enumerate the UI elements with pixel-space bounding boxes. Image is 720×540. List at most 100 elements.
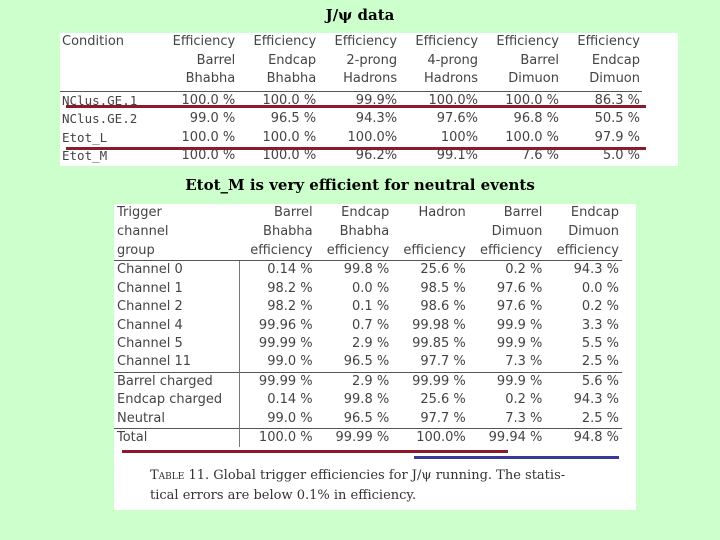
channel-efficiency-table: Trigger Barrel Endcap Hadron Barrel Endcap cha… — [114, 204, 622, 448]
table-cell: 97.7 % — [420, 410, 466, 426]
table-cell: 100.0 % — [181, 129, 236, 145]
column-header-4-line-1: 4-prong — [427, 52, 479, 68]
table-row: Neutral 99.0 % 96.5 % 97.7 % 7.3 % 2.5 % — [114, 409, 622, 429]
table-cell: 0.7 % — [352, 317, 390, 333]
table-cell: 99.99 % — [392, 371, 469, 392]
row-label: Etot_L — [62, 129, 108, 145]
table-cell: 94.3% — [355, 111, 398, 126]
column-header-0-line-0: Condition — [62, 34, 125, 49]
table-row: NClus.GE.2 99.0 % 96.5 % 94.3% 97.6% 96.8 % 50… — [60, 110, 642, 129]
table-cell: 96.5 % — [270, 111, 317, 126]
table-row: Channel 4 99.96 % 0.7 % 99.98 % 99.9 % 3.3 % — [114, 316, 622, 336]
table-cell: 0.1 % — [352, 299, 390, 315]
trigger-conditions-table-panel: Condition Efficiency Efficiency Efficiency E… — [60, 33, 678, 166]
table-cell: 0.0 % — [352, 280, 390, 296]
table-cell: 99.9 % — [496, 336, 543, 352]
table-cell: 96.2% — [355, 148, 398, 163]
row-label: Channel 4 — [114, 316, 240, 336]
table-cell: 98.2 % — [267, 299, 313, 315]
table-cell: 5.0 % — [602, 148, 640, 163]
trigger-conditions-table: Condition Efficiency Efficiency Efficiency E… — [60, 33, 642, 166]
table-cell: 99.9 % — [468, 371, 546, 392]
column-header-0-line-2: group — [114, 241, 240, 262]
table-cell: 99.98 % — [412, 317, 466, 333]
table-cell: 0.14 % — [267, 392, 313, 408]
column-header-3-line-1 — [392, 223, 469, 242]
column-header-6-line-1: Endcap — [591, 52, 640, 68]
column-header-6-line-2: Dimuon — [560, 70, 642, 92]
row-label: NClus.GE.1 — [62, 92, 138, 108]
table-cell: 100.0 % — [505, 92, 559, 108]
column-header-4-line-0: Barrel — [503, 205, 543, 220]
table-cell: 98.6 % — [420, 299, 466, 315]
table-cell: 25.6 % — [420, 262, 466, 278]
table-cell: 99.85 % — [412, 336, 466, 352]
table-cell: 0.2 % — [581, 299, 619, 315]
table-cell: 94.8 % — [545, 428, 622, 448]
table-row: Channel 11 99.0 % 96.5 % 97.7 % 7.3 % 2.5 % — [114, 353, 622, 373]
table-cell: 96.5 % — [343, 354, 390, 370]
row-label: Neutral — [114, 409, 240, 429]
table-cell: 99.9% — [355, 92, 398, 108]
table-cell: 96.8 % — [513, 111, 559, 126]
table-cell: 99.99 % — [258, 336, 313, 352]
column-header-3-line-2: Hadrons — [318, 70, 400, 92]
table-cell: 7.3 % — [505, 354, 543, 370]
column-header-2-line-1: Bhabha — [339, 223, 390, 239]
column-header-1-line-1: Bhabha — [263, 223, 313, 239]
table-cell: 100.0% — [392, 428, 469, 448]
row-label: Channel 2 — [114, 298, 240, 317]
table-row: Etot_M 100.0 % 100.0 % 96.2% 99.1% 7.6 % 5.0 % — [60, 147, 642, 166]
column-header-4-line-2: Hadrons — [399, 70, 481, 92]
table-cell: 94.3 % — [573, 262, 619, 278]
column-header-1-line-1: Barrel — [196, 52, 236, 68]
highlight-underline-total-blue — [414, 456, 619, 459]
table-cell: 100.0 % — [262, 129, 317, 145]
table-cell: 7.6 % — [521, 148, 559, 163]
row-label: Channel 1 — [114, 279, 240, 299]
table-cell: 98.5 % — [420, 280, 466, 296]
table-cell: 94.3 % — [573, 392, 619, 408]
table-cell: 99.8 % — [343, 392, 390, 408]
column-header-4-line-0: Efficiency — [415, 34, 479, 49]
row-label: Channel 11 — [114, 353, 240, 373]
table-cell: 99.1% — [436, 148, 479, 163]
table-cell: 2.9 % — [315, 371, 393, 392]
slide-note: Etot_M is very efficient for neutral eve… — [185, 176, 535, 194]
table-row: Total 100.0 % 99.99 % 100.0% 99.94 % 94.8 % — [114, 428, 622, 448]
table-cell: 0.0 % — [581, 280, 619, 296]
row-label: Endcap charged — [114, 391, 240, 410]
row-label: Total — [114, 428, 240, 448]
table-cell: 99.9 % — [496, 317, 543, 333]
column-header-3-line-0: Efficiency — [334, 34, 398, 49]
table-cell: 97.6 % — [496, 280, 543, 296]
table-row: NClus.GE.1 100.0 % 100.0 % 99.9% 100.0% 100.0… — [60, 91, 642, 110]
column-header-1-line-2: Bhabha — [156, 70, 238, 92]
table-cell: 5.5 % — [581, 336, 619, 352]
table-cell: 97.6% — [436, 111, 479, 126]
column-header-3-line-0: Hadron — [418, 205, 466, 220]
caption-line1: Global trigger efficiencies for J/ψ runn… — [213, 468, 566, 483]
table-cell: 2.5 % — [581, 354, 619, 370]
column-header-5-line-0: Endcap — [570, 205, 619, 220]
column-header-5-line-0: Efficiency — [496, 34, 559, 49]
row-label: Etot_M — [62, 148, 108, 163]
table-cell: 100.0 % — [262, 92, 317, 108]
table-cell: 97.6 % — [496, 299, 543, 315]
table-cell: 99.8 % — [343, 262, 390, 278]
table-cell: 97.7 % — [420, 354, 466, 370]
table-cell: 99.0 % — [267, 410, 313, 426]
table-cell: 100.0 % — [181, 148, 236, 163]
column-header-5-line-1: Dimuon — [568, 223, 619, 239]
table-cell: 99.94 % — [468, 428, 546, 448]
column-header-2-line-0: Efficiency — [253, 34, 317, 49]
highlight-underline-row1 — [66, 105, 646, 108]
table-cell: 0.14 % — [267, 262, 313, 278]
row-label: Channel 5 — [114, 335, 240, 354]
column-header-1-line-0: Barrel — [273, 205, 313, 220]
table-cell: 99.99 % — [239, 371, 316, 392]
table-cell: 99.99 % — [315, 428, 393, 448]
table-cell: 2.5 % — [581, 410, 619, 426]
row-label: Channel 0 — [114, 260, 240, 280]
row-label: NClus.GE.2 — [62, 111, 138, 126]
